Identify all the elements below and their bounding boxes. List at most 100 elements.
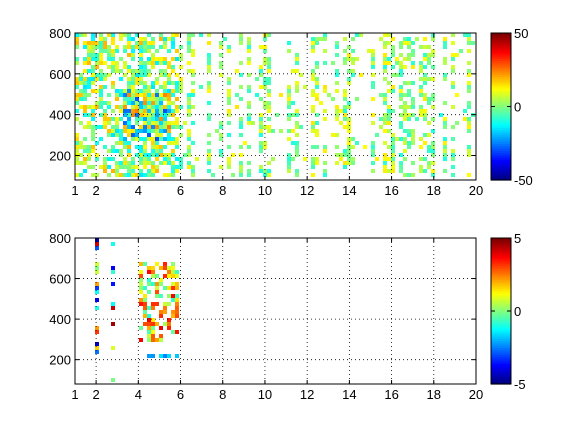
heatmap-cell: [323, 85, 327, 89]
heatmap-cell: [311, 93, 315, 97]
heatmap-cell: [139, 326, 143, 330]
heatmap-cell: [287, 165, 291, 169]
heatmap-cell: [159, 73, 163, 77]
heatmap-cell: [147, 282, 151, 286]
heatmap-cell: [131, 169, 135, 173]
colorbar-swatch: [491, 127, 511, 131]
heatmap-cell: [183, 121, 187, 125]
heatmap-cell: [151, 322, 155, 326]
heatmap-cell: [259, 133, 263, 137]
heatmap-cell: [151, 57, 155, 61]
heatmap-cell: [75, 157, 79, 161]
colorbar-swatch: [491, 265, 511, 269]
heatmap-cell: [87, 125, 91, 129]
heatmap-cell: [399, 165, 403, 169]
heatmap-cell: [79, 153, 83, 157]
heatmap-cell: [419, 113, 423, 117]
heatmap-cell: [75, 85, 79, 89]
heatmap-cell: [171, 294, 175, 298]
heatmap-cell: [347, 117, 351, 121]
heatmap-cell: [311, 157, 315, 161]
heatmap-cell: [343, 49, 347, 53]
heatmap-cell: [83, 109, 87, 113]
heatmap-cell: [267, 117, 271, 121]
colorbar-swatch: [491, 263, 511, 266]
heatmap-cell: [287, 117, 291, 121]
y-tick-label: 200: [49, 353, 71, 368]
heatmap-cell: [155, 262, 159, 266]
heatmap-cell: [339, 157, 343, 161]
heatmap-cell: [347, 157, 351, 161]
heatmap-cell: [147, 314, 151, 318]
heatmap-cell: [311, 145, 315, 149]
heatmap-cell: [163, 93, 167, 97]
heatmap-cell: [315, 161, 319, 165]
heatmap-cell: [207, 101, 211, 105]
heatmap-cell: [411, 53, 415, 57]
heatmap-cell: [87, 81, 91, 85]
heatmap-cell: [127, 37, 131, 41]
heatmap-cell: [423, 117, 427, 121]
heatmap-cell: [263, 125, 267, 129]
heatmap-cell: [207, 161, 211, 165]
heatmap-cell: [267, 33, 271, 37]
colorbar-swatch: [491, 345, 511, 349]
heatmap-cell: [179, 125, 183, 129]
colorbar-swatch: [491, 368, 511, 371]
colorbar-swatch: [491, 281, 511, 285]
heatmap-cell: [103, 41, 107, 45]
heatmap-cell: [167, 141, 171, 145]
colorbar-swatch: [491, 108, 511, 112]
heatmap-cell: [163, 105, 167, 109]
colorbar-swatch: [491, 72, 511, 75]
heatmap-cell: [155, 109, 159, 113]
heatmap-cell: [159, 145, 163, 149]
colorbar-swatch: [491, 55, 511, 59]
heatmap-cell: [411, 65, 415, 69]
heatmap-cell: [99, 69, 103, 73]
heatmap-cell: [139, 53, 143, 57]
heatmap-cell: [155, 153, 159, 157]
heatmap-cell: [103, 77, 107, 81]
heatmap-cell: [323, 33, 327, 37]
heatmap-cell: [471, 41, 475, 45]
x-tick-label: 8: [219, 183, 226, 198]
heatmap-cell: [467, 125, 471, 129]
heatmap-cell: [95, 101, 99, 105]
heatmap-cell: [387, 145, 391, 149]
heatmap-cell: [323, 173, 327, 177]
heatmap-cell: [139, 109, 143, 113]
heatmap-cell: [187, 113, 191, 117]
heatmap-cell: [111, 81, 115, 85]
heatmap-cell: [319, 101, 323, 105]
heatmap-cell: [299, 125, 303, 129]
heatmap-cell: [159, 278, 163, 282]
heatmap-cell: [219, 149, 223, 153]
heatmap-cell: [387, 57, 391, 61]
heatmap-cell: [347, 129, 351, 133]
heatmap-cell: [423, 77, 427, 81]
heatmap-cell: [83, 45, 87, 49]
heatmap-cell: [83, 77, 87, 81]
colorbar-swatch: [491, 175, 511, 179]
heatmap-cell: [147, 57, 151, 61]
heatmap-cell: [79, 161, 83, 165]
heatmap-cell: [143, 145, 147, 149]
heatmap-cell: [83, 81, 87, 85]
heatmap-cell: [147, 33, 151, 37]
heatmap-cell: [383, 69, 387, 73]
heatmap-cell: [175, 274, 179, 278]
heatmap-cell: [75, 145, 79, 149]
heatmap-cell: [451, 137, 455, 141]
heatmap-cell: [79, 121, 83, 125]
heatmap-cell: [155, 49, 159, 53]
colorbar-swatch: [491, 358, 511, 362]
heatmap-cell: [155, 89, 159, 93]
colorbar-swatch: [491, 166, 511, 170]
heatmap-cell: [155, 57, 159, 61]
heatmap-cell: [123, 45, 127, 49]
heatmap-cell: [383, 165, 387, 169]
heatmap-cell: [431, 97, 435, 101]
heatmap-cell: [99, 37, 103, 41]
colorbar-swatch: [491, 251, 511, 255]
